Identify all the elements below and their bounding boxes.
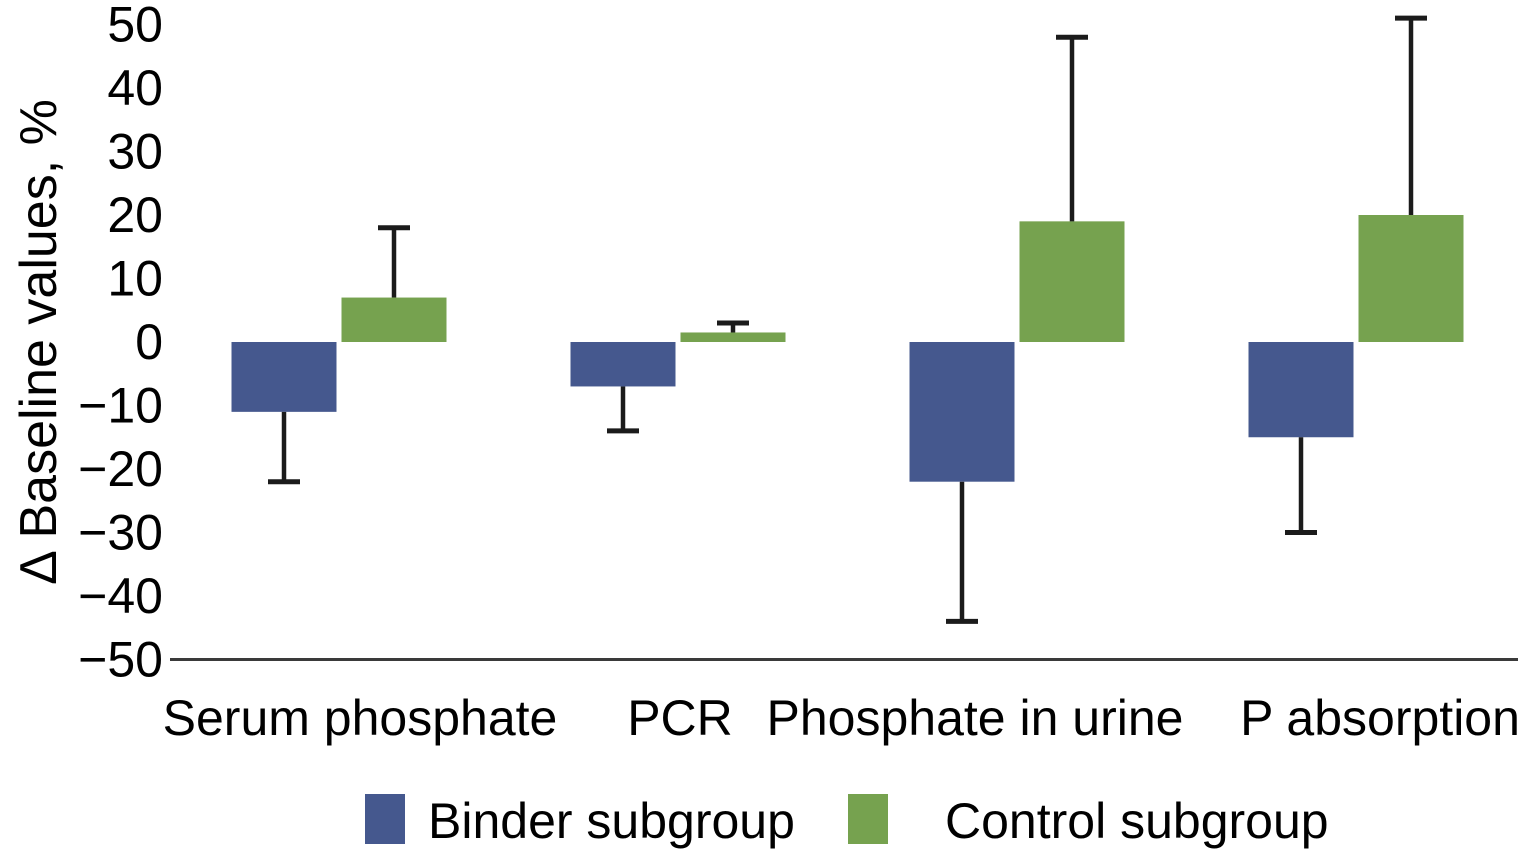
y-axis-title: Δ Baseline values, % xyxy=(10,99,68,585)
legend-swatch xyxy=(848,794,888,844)
bar-control xyxy=(680,332,786,342)
legend-swatch xyxy=(365,794,405,844)
bar-binder xyxy=(570,342,676,387)
x-category-label: PCR xyxy=(627,690,733,746)
y-tick-label: 50 xyxy=(107,0,163,53)
y-tick-label: 40 xyxy=(107,60,163,116)
bar-binder xyxy=(1248,342,1354,438)
y-tick-label: 10 xyxy=(107,251,163,307)
y-tick-label: −50 xyxy=(78,632,163,688)
bar-binder xyxy=(909,342,1015,482)
x-category-label: Serum phosphate xyxy=(163,690,558,746)
y-tick-label: 20 xyxy=(107,187,163,243)
legend-label: Binder subgroup xyxy=(428,793,795,849)
y-tick-label: 0 xyxy=(135,314,163,370)
y-tick-label: −40 xyxy=(78,568,163,624)
y-tick-label: −30 xyxy=(78,505,163,561)
bar-control xyxy=(1358,215,1464,342)
y-tick-label: 30 xyxy=(107,124,163,180)
x-category-label: P absorption xyxy=(1240,690,1520,746)
bar-control xyxy=(341,297,447,342)
x-category-label: Phosphate in urine xyxy=(767,690,1184,746)
y-tick-label: −20 xyxy=(78,441,163,497)
bar-control xyxy=(1019,221,1125,342)
legend-label: Control subgroup xyxy=(945,793,1329,849)
y-tick-label: −10 xyxy=(78,378,163,434)
bar-binder xyxy=(231,342,337,412)
